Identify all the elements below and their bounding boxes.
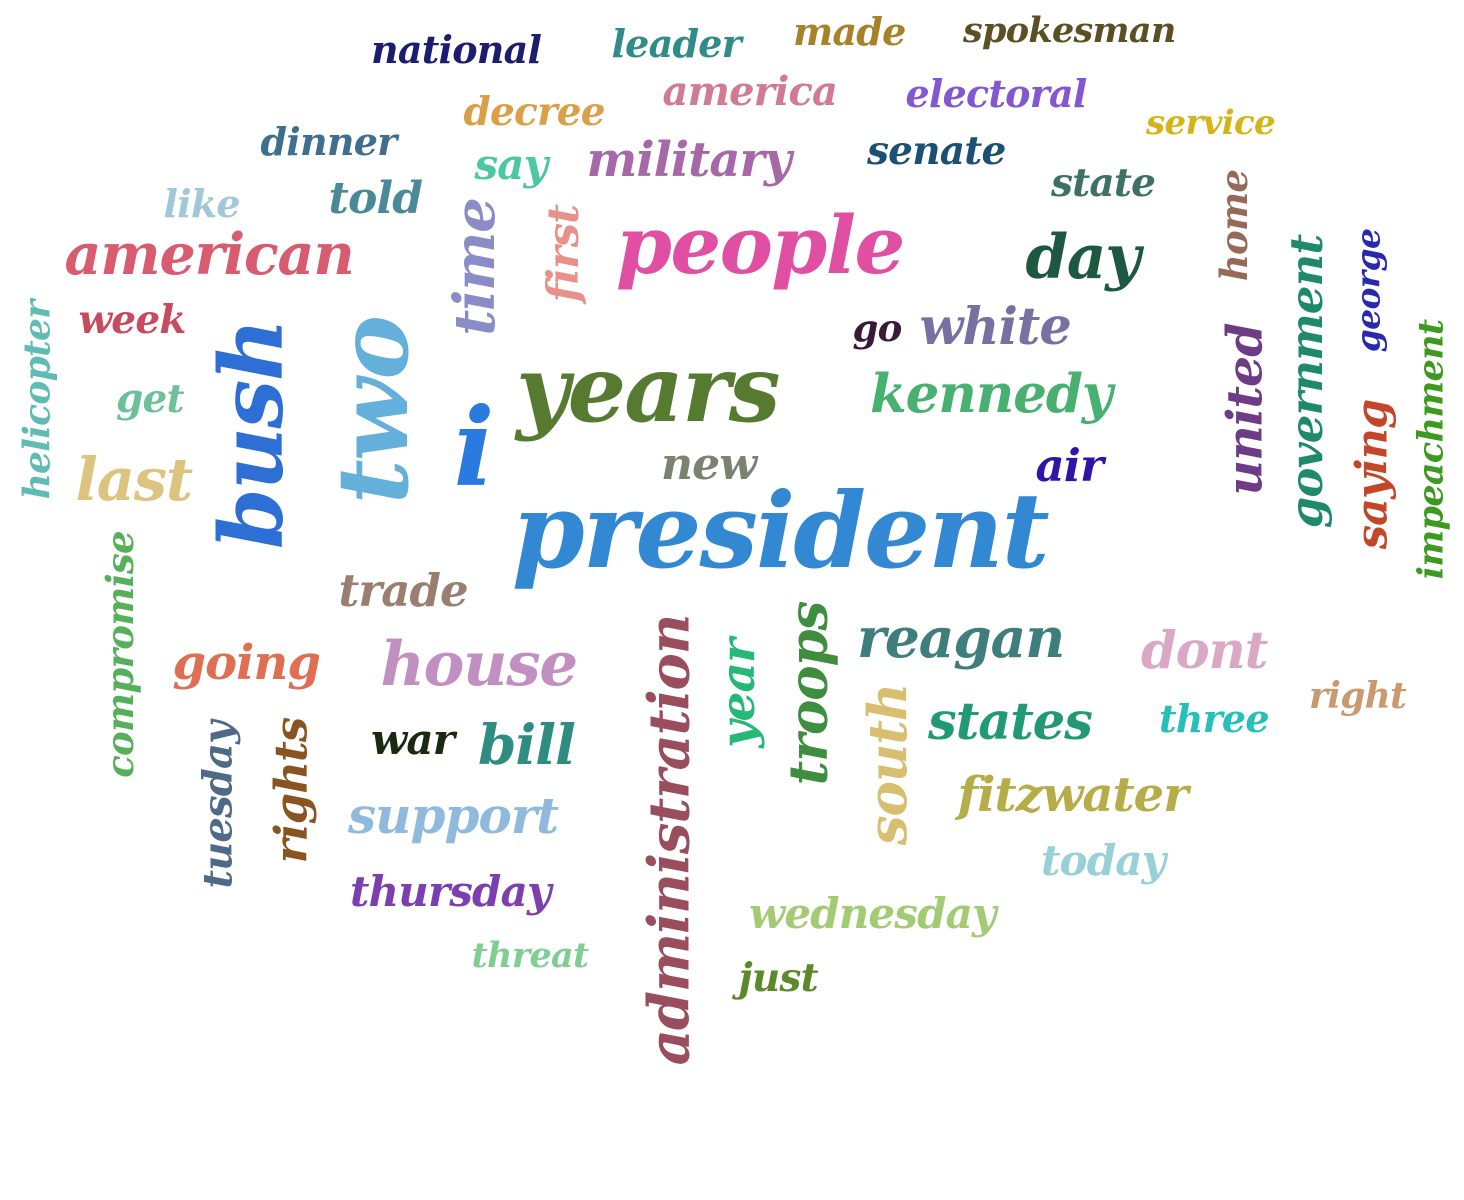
word-three: three (1159, 700, 1269, 738)
word-state: state (1051, 164, 1155, 203)
word-dinner: dinner (261, 123, 397, 161)
word-troops: troops (782, 601, 835, 785)
word-war: war (371, 719, 454, 761)
word-helicopter: helicopter (19, 301, 55, 500)
word-first: first (543, 204, 586, 301)
word-president: president (512, 479, 1048, 583)
word-i: i (454, 394, 493, 502)
word-compromise: compromise (101, 531, 138, 778)
word-day: day (1026, 227, 1140, 288)
word-wednesday: wednesday (749, 893, 996, 935)
word-bill: bill (478, 717, 575, 772)
word-white: white (920, 302, 1071, 353)
word-made: made (793, 13, 906, 51)
word-american: american (65, 226, 354, 283)
word-fitzwater: fitzwater (958, 771, 1188, 819)
word-told: told (329, 177, 423, 221)
word-administration: administration (641, 615, 697, 1066)
word-threat: threat (472, 938, 589, 973)
word-south: south (862, 683, 915, 844)
word-support: support (348, 791, 558, 841)
word-dont: dont (1141, 626, 1267, 677)
word-house: house (381, 634, 577, 695)
word-today: today (1041, 840, 1165, 882)
word-spokesman: spokesman (963, 13, 1176, 48)
word-get: get (116, 380, 184, 419)
word-kennedy: kennedy (870, 368, 1112, 421)
word-george: george (1351, 228, 1384, 352)
word-thursday: thursday (350, 871, 551, 913)
word-like: like (164, 185, 240, 223)
word-saying: saying (1351, 399, 1394, 549)
word-week: week (79, 301, 186, 340)
word-air: air (1036, 443, 1103, 488)
word-senate: senate (867, 132, 1006, 171)
word-just: just (739, 959, 818, 998)
word-year: year (714, 639, 761, 748)
word-people: people (616, 205, 904, 285)
word-go: go (853, 310, 902, 347)
word-new: new (661, 443, 756, 487)
word-right: right (1309, 678, 1406, 714)
word-two: two (325, 316, 422, 503)
word-bush: bush (208, 319, 295, 548)
word-government: government (1284, 234, 1329, 527)
word-going: going (173, 639, 320, 687)
word-national: national (371, 31, 541, 69)
word-last: last (76, 450, 192, 509)
word-trade: trade (339, 568, 468, 613)
word-tuesday: tuesday (198, 721, 238, 888)
word-united: united (1221, 323, 1270, 495)
word-years: years (516, 343, 779, 435)
word-rights: rights (268, 717, 313, 863)
word-service: service (1146, 106, 1275, 140)
word-states: states (928, 697, 1092, 748)
word-america: america (663, 72, 838, 112)
word-impeachment: impeachment (1413, 319, 1448, 579)
word-leader: leader (612, 25, 741, 63)
word-decree: decree (464, 93, 605, 132)
word-time: time (447, 198, 503, 336)
word-home: home (1216, 169, 1253, 280)
word-reagan: reagan (857, 610, 1064, 665)
word-military: military (587, 136, 791, 184)
word-electoral: electoral (906, 75, 1087, 113)
word-say: say (475, 144, 548, 186)
